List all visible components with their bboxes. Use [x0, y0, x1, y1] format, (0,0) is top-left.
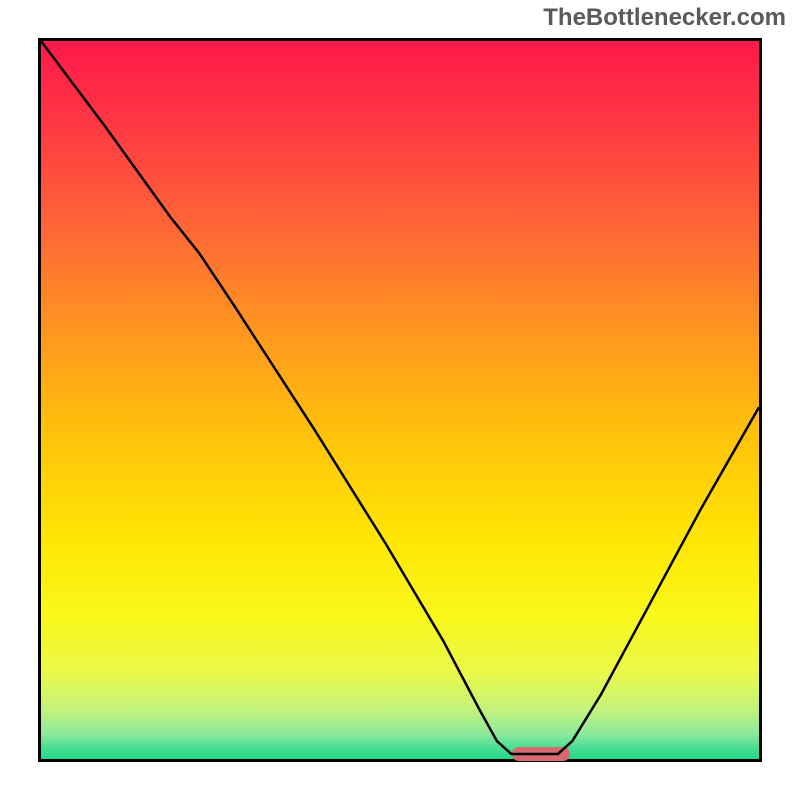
plot-area: [38, 38, 762, 762]
watermark-text: TheBottlenecker.com: [543, 4, 786, 32]
bottleneck-curve: [41, 41, 759, 759]
